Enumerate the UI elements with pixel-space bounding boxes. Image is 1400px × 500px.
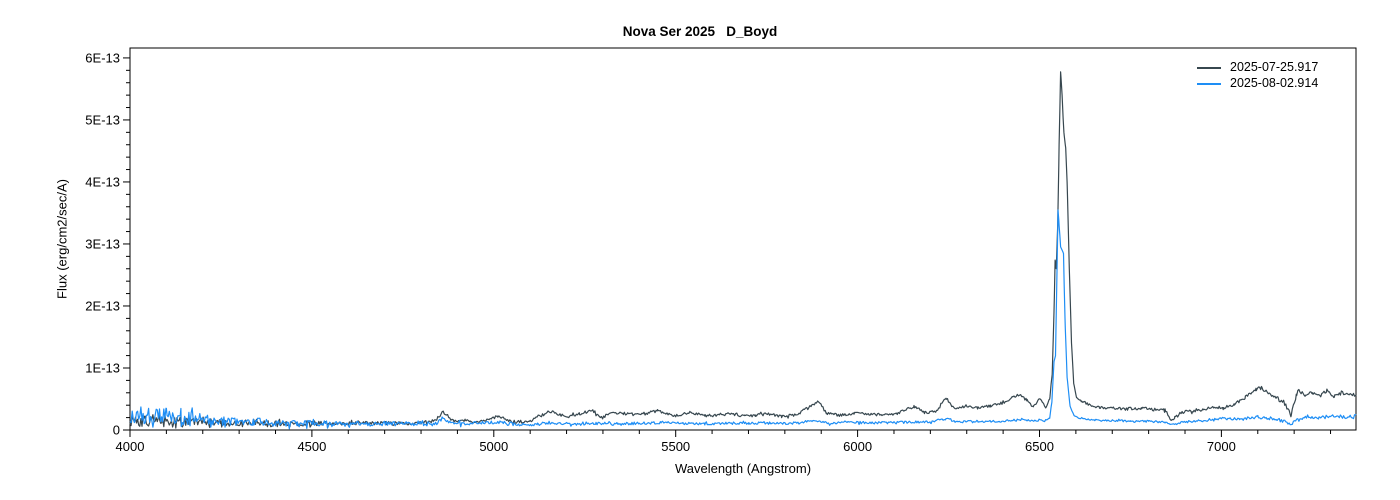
chart-title: Nova Ser 2025 D_Boyd xyxy=(622,24,778,39)
legend-label: 2025-08-02.914 xyxy=(1230,76,1319,90)
y-tick-label: 5E-13 xyxy=(85,112,120,127)
x-tick-label: 5500 xyxy=(661,439,690,454)
legend-line-swatch xyxy=(1197,82,1221,85)
x-axis-label: Wavelength (Angstrom) xyxy=(674,461,812,476)
y-axis-label: Flux (erg/cm2/sec/A) xyxy=(54,179,70,299)
legend-line-swatch xyxy=(1197,66,1221,69)
x-tick-label: 6000 xyxy=(843,439,872,454)
legend: 2025-07-25.917 2025-08-02.914 xyxy=(1197,61,1318,90)
x-tick-label: 5000 xyxy=(479,439,508,454)
plot-frame xyxy=(129,47,1357,431)
x-tick-label: 4500 xyxy=(297,439,326,454)
legend-entry: 2025-07-25.917 xyxy=(1197,61,1318,74)
series-line-2025-08-02.914 xyxy=(129,209,1357,430)
y-tick-label: 4E-13 xyxy=(85,174,120,189)
legend-entry: 2025-08-02.914 xyxy=(1197,77,1318,90)
y-tick-label: 6E-13 xyxy=(85,50,120,65)
y-tick-label: 2E-13 xyxy=(85,298,120,313)
legend-label: 2025-07-25.917 xyxy=(1230,60,1319,74)
x-tick-label: 7000 xyxy=(1207,439,1236,454)
series-line-2025-07-25.917 xyxy=(129,71,1357,429)
y-tick-label: 0 xyxy=(113,423,120,438)
x-tick-label: 6500 xyxy=(1025,439,1054,454)
x-tick-label: 4000 xyxy=(116,439,145,454)
y-tick-label: 1E-13 xyxy=(85,360,120,375)
y-tick-label: 3E-13 xyxy=(85,236,120,251)
